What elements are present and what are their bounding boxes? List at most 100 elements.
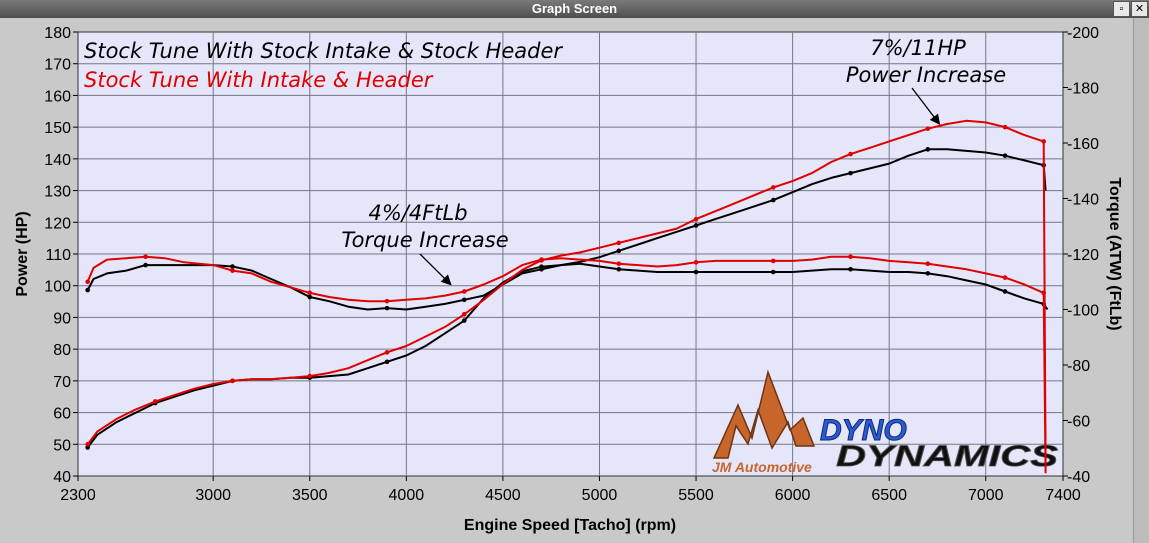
jm-automotive-emblem [712, 369, 816, 459]
data-point [693, 269, 699, 275]
legend-item-stock: Stock Tune With Stock Intake & Stock Hea… [84, 39, 563, 63]
y-axis-left-ticks: 40 50 60 70 80 90 100 110 120 130 140 150 160 170 180 [44, 25, 78, 486]
dyno-dynamics-logo: JM Automotive DYNO DYNAMICS [712, 369, 1058, 475]
data-point [230, 264, 235, 269]
y-axis-left-title: Power (HP) [14, 211, 31, 296]
y-left-tick-label: 180 [44, 25, 71, 42]
y-right-tick-label: -120 [1067, 247, 1099, 264]
data-point [384, 359, 390, 365]
series-line-torque-stock [86, 262, 1049, 311]
y-right-tick-label: -80 [1067, 358, 1090, 375]
data-point [616, 261, 622, 267]
x-tick-label: 4000 [389, 487, 425, 504]
grid-lines [78, 32, 1063, 476]
data-point [307, 373, 313, 379]
annotation-arrow [911, 87, 941, 126]
data-point [1002, 289, 1008, 294]
legend-item-modified: Stock Tune With Intake & Header [84, 68, 434, 92]
window-title: Graph Screen [531, 1, 618, 16]
y-right-tick-label: -60 [1067, 414, 1090, 431]
data-point [693, 216, 699, 222]
series-line-power-modified [86, 119, 1047, 464]
data-point [925, 147, 931, 152]
y-left-tick-label: 120 [44, 215, 71, 232]
data-point [1041, 139, 1046, 144]
y-left-tick-label: 60 [53, 406, 71, 423]
data-point [307, 290, 313, 296]
y-right-tick-label: -40 [1067, 469, 1090, 486]
close-button[interactable]: ✕ [1131, 1, 1148, 17]
x-tick-label: 3500 [292, 487, 328, 504]
x-axis-ticks: 2300 3000 3500 4000 4500 5000 5500 6000 6500 7000… [60, 476, 1081, 504]
data-point [384, 350, 390, 355]
y-left-tick-label: 70 [53, 374, 71, 391]
restore-icon: ▫ [1119, 3, 1124, 15]
data-point [616, 248, 622, 254]
x-tick-label: 7400 [1045, 487, 1081, 504]
annotation-arrows [419, 87, 941, 286]
data-point [1041, 290, 1046, 296]
x-tick-label: 7000 [968, 487, 1004, 504]
data-point [848, 151, 853, 157]
data-point [770, 269, 776, 275]
data-point [230, 268, 235, 273]
annotation-arrow [419, 253, 452, 286]
data-point [770, 185, 776, 190]
x-tick-label: 6000 [775, 487, 811, 504]
x-tick-label: 4500 [485, 487, 521, 504]
data-point [152, 399, 158, 404]
data-point [616, 266, 622, 272]
data-point [770, 258, 776, 264]
y-axis-right-title: Torque (ATW) (FtLb) [1106, 177, 1123, 330]
data-point [307, 294, 313, 300]
data-point [85, 287, 90, 293]
data-point [848, 254, 853, 260]
close-icon: ✕ [1134, 3, 1145, 15]
x-tick-label: 2300 [60, 487, 96, 504]
y-right-tick-label: -160 [1067, 136, 1099, 153]
dynamics-text: DYNAMICS [836, 440, 1058, 473]
data-point [539, 257, 544, 262]
y-axis-right-ticks: -40 -60 -80 -100 -120 -140 -160 -180 -200 [1063, 25, 1099, 486]
window-frame [1133, 18, 1149, 543]
x-axis-title: Engine Speed [Tacho] (rpm) [464, 517, 676, 534]
y-right-tick-label: -180 [1067, 81, 1099, 98]
y-left-tick-label: 150 [44, 120, 71, 137]
data-point [925, 261, 931, 267]
power-annotation-line1: 7%/11HP [870, 36, 966, 60]
y-right-tick-label: -200 [1067, 25, 1099, 42]
data-point [461, 311, 467, 317]
data-point [925, 126, 931, 132]
data-point [693, 260, 699, 265]
data-point [616, 240, 622, 246]
y-left-tick-label: 110 [45, 247, 71, 264]
data-point [230, 378, 235, 384]
x-tick-label: 6500 [871, 487, 907, 504]
y-left-tick-label: 170 [44, 57, 71, 74]
y-left-tick-label: 50 [53, 437, 71, 454]
data-point [143, 254, 148, 260]
data-point [461, 289, 467, 294]
data-point [1002, 124, 1008, 130]
power-annotation-line2: Power Increase [846, 63, 1006, 87]
restore-button[interactable]: ▫ [1113, 1, 1130, 17]
y-left-tick-label: 80 [53, 342, 71, 359]
data-point [461, 318, 467, 323]
data-point [384, 305, 390, 311]
y-left-tick-label: 100 [44, 279, 71, 296]
data-point [1002, 153, 1008, 158]
torque-annotation-line1: 4%/4FtLb [368, 201, 467, 225]
y-left-tick-label: 90 [53, 310, 71, 327]
data-point [539, 266, 544, 272]
y-left-tick-label: 160 [44, 88, 71, 105]
data-point [384, 298, 390, 304]
y-left-tick-label: 140 [44, 152, 71, 169]
data-point [693, 223, 699, 228]
torque-annotation-line2: Torque Increase [341, 228, 508, 252]
data-point [85, 441, 90, 447]
data-point [85, 445, 90, 450]
y-right-tick-label: -140 [1067, 192, 1099, 209]
y-left-tick-label: 40 [53, 469, 71, 486]
y-right-tick-label: -100 [1067, 303, 1099, 320]
data-point [1002, 275, 1008, 280]
